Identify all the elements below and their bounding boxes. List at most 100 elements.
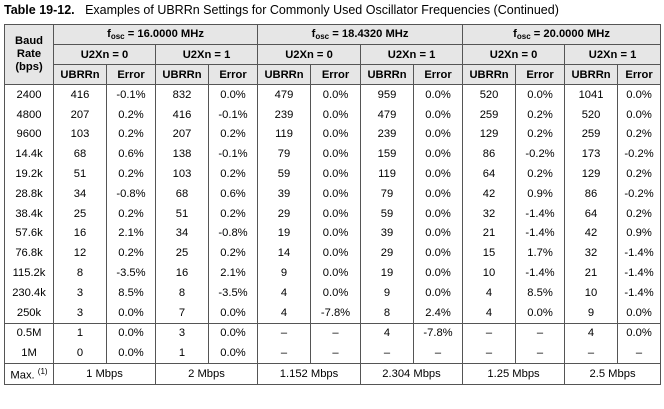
error-col-header: Error (413, 64, 464, 85)
error-value-cell: 0.0% (413, 183, 464, 204)
error-value-cell: 0.0% (617, 104, 662, 125)
u2x0-header: U2Xn = 0 (462, 44, 566, 65)
ubrr-col-header: UBRRn (360, 64, 415, 85)
ubrr-value-cell: 42 (564, 223, 619, 244)
ubrr-col-header: UBRRn (462, 64, 517, 85)
ubrr-value-cell: 10 (462, 263, 517, 283)
table-row: 38.4k 25 0.2% 51 0.2% 29 0.0% 59 0.0% 32 -1.4% 64 0.… (4, 203, 662, 224)
ubrr-value-cell: 59 (360, 203, 415, 224)
ubrr-value-cell: 259 (564, 124, 619, 145)
max-rate-cell: 2.5 Mbps (564, 363, 662, 385)
u2x0-header: U2Xn = 0 (53, 44, 156, 65)
ubrr-value-cell: 9 (360, 282, 415, 303)
table-row: 230.4k 3 8.5% 8 -3.5% 4 0.0% 9 0.0% 4 8.5% 10 -1.4% (4, 282, 662, 303)
baud-rate-cell: 19.2k (4, 164, 54, 184)
table-row: 0.5M 1 0.0% 3 0.0% – –4 -7.8% – –4 0.0% (4, 322, 662, 344)
error-value-cell: -7.8% (310, 302, 362, 324)
error-value-cell: -0.2% (617, 183, 662, 204)
ubrr-value-cell: 29 (257, 203, 312, 224)
error-value-cell: -0.8% (207, 223, 259, 244)
ubrr-value-cell: 520 (564, 104, 619, 125)
ubrr-value-cell: 15 (462, 243, 517, 264)
error-value-cell: 0.0% (617, 322, 662, 344)
error-value-cell: 0.0% (106, 302, 156, 324)
ubrr-settings-table: Baud Rate (bps) fosc = 16.0000 MHz fosc … (4, 24, 662, 385)
ubrr-value-cell: 959 (360, 83, 415, 105)
fosc-20mhz-header: fosc = 20.0000 MHz (462, 24, 662, 45)
error-value-cell: 0.6% (207, 183, 259, 204)
baud-rate-cell: 2400 (4, 83, 54, 105)
ubrr-value-cell: 39 (360, 223, 415, 244)
baud-rate-cell: 14.4k (4, 144, 54, 165)
error-value-cell: -1.4% (515, 263, 566, 283)
error-value-cell: – (310, 343, 362, 365)
ubrr-value-cell: 25 (53, 203, 107, 224)
ubrr-value-cell: 9 (257, 263, 312, 283)
max-rate-row: Max. (1) 1 Mbps 2 Mbps 1.152 Mbps 2.304 … (4, 363, 662, 385)
error-value-cell: – (310, 322, 362, 344)
error-value-cell: 0.9% (617, 223, 662, 244)
error-value-cell: 0.0% (413, 104, 464, 125)
column-header-row: UBRRn Error UBRRn Error UBRRn Error UBRR… (5, 64, 662, 85)
ubrr-value-cell: 4 (360, 322, 415, 344)
ubrr-value-cell: 86 (462, 144, 517, 165)
error-value-cell: 0.9% (515, 183, 566, 204)
ubrr-value-cell: – (360, 343, 415, 365)
ubrr-value-cell: 10 (564, 282, 619, 303)
ubrr-value-cell: 4 (564, 322, 619, 344)
ubrr-value-cell: 520 (462, 83, 517, 105)
error-value-cell: 0.0% (207, 83, 259, 105)
ubrr-value-cell: 1 (53, 322, 107, 344)
ubrr-value-cell: – (564, 343, 619, 365)
ubrr-value-cell: 21 (462, 223, 517, 244)
baud-rate-cell: 1M (4, 343, 54, 365)
error-value-cell: 0.0% (207, 343, 259, 365)
table-row: 19.2k 51 0.2% 103 0.2% 59 0.0% 119 0.0% 64 0.2% 129… (4, 164, 662, 184)
error-value-cell: 0.0% (310, 104, 362, 125)
ubrr-value-cell: 8 (360, 302, 415, 324)
ubrr-col-header: UBRRn (53, 64, 107, 85)
baud-rate-cell: 0.5M (4, 322, 54, 344)
ubrr-value-cell: 8 (155, 282, 209, 303)
error-value-cell: -0.2% (617, 144, 662, 165)
ubrr-value-cell: 79 (257, 144, 312, 165)
ubrr-value-cell: 1041 (564, 83, 619, 105)
error-col-header: Error (106, 64, 156, 85)
error-value-cell: 0.2% (207, 124, 259, 145)
error-value-cell: 0.0% (515, 83, 566, 105)
error-value-cell: -1.4% (515, 223, 566, 244)
error-value-cell: 0.0% (310, 243, 362, 264)
ubrr-value-cell: 16 (155, 263, 209, 283)
table-row: 4800 207 0.2% 416 -0.1% 239 0.0% 479 0.0% 259 0.2%… (4, 104, 662, 125)
ubrr-value-cell: 3 (53, 302, 107, 324)
ubrr-value-cell: 479 (257, 83, 312, 105)
u2x1-header: U2Xn = 1 (564, 44, 662, 65)
ubrr-value-cell: 138 (155, 144, 209, 165)
error-value-cell: 2.1% (106, 223, 156, 244)
error-value-cell: -0.1% (106, 83, 156, 105)
error-value-cell: 8.5% (515, 282, 566, 303)
ubrr-value-cell: 34 (53, 183, 107, 204)
error-value-cell: 0.0% (310, 183, 362, 204)
table-row: 2400 416 -0.1% 832 0.0% 479 0.0% 959 0.0% 520 0.0%… (4, 83, 662, 105)
ubrr-value-cell: 259 (462, 104, 517, 125)
error-value-cell: 0.0% (413, 243, 464, 264)
error-value-cell: -0.2% (515, 144, 566, 165)
table-row: 9600 103 0.2% 207 0.2% 119 0.0% 239 0.0% 129 0.2% 2… (4, 124, 662, 145)
error-value-cell: – (413, 343, 464, 365)
error-value-cell: -1.4% (515, 203, 566, 224)
error-value-cell: 0.0% (617, 83, 662, 105)
ubrr-col-header: UBRRn (155, 64, 209, 85)
max-rate-cell: 2 Mbps (154, 363, 259, 385)
error-value-cell: 0.0% (413, 144, 464, 165)
error-value-cell: 1.7% (515, 243, 566, 264)
error-value-cell: 0.0% (413, 282, 464, 303)
error-col-header: Error (515, 64, 566, 85)
ubrr-value-cell: 68 (155, 183, 209, 204)
error-value-cell: – (515, 343, 566, 365)
error-value-cell: 2.1% (207, 263, 259, 283)
ubrr-value-cell: 29 (360, 243, 415, 264)
fosc-18mhz-header: fosc = 18.4320 MHz (257, 24, 464, 45)
ubrr-value-cell: 159 (360, 144, 415, 165)
ubrr-value-cell: – (257, 322, 312, 344)
